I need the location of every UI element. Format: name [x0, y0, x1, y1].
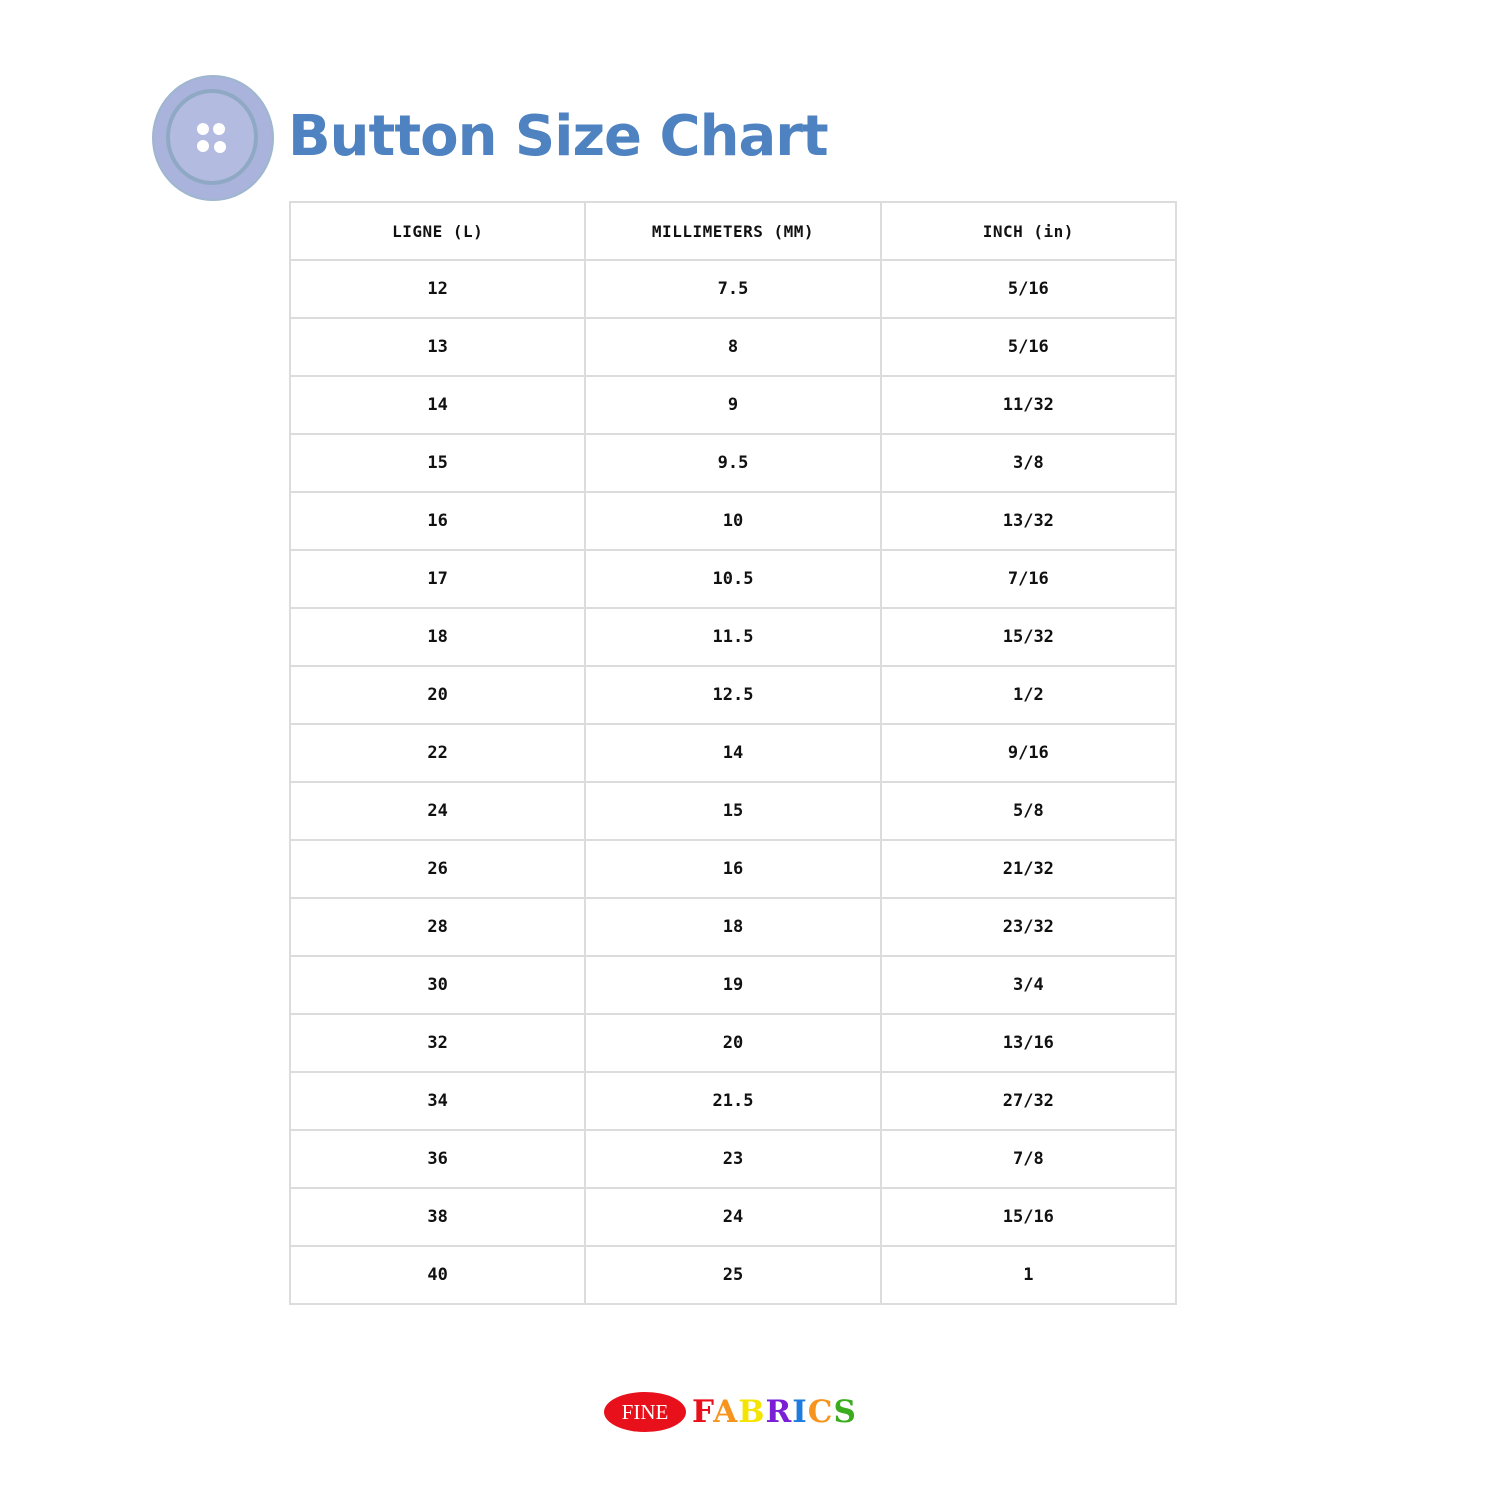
cell-millimeters: 14	[584, 723, 882, 783]
cell-ligne: 28	[288, 897, 587, 957]
table-row: 15 9.5 3/8	[288, 433, 1178, 493]
logo-letter: C	[807, 1394, 834, 1430]
cell-inch: 5/8	[879, 781, 1178, 841]
cell-inch: 9/16	[879, 723, 1178, 783]
cell-ligne: 24	[288, 781, 587, 841]
cell-millimeters: 18	[584, 897, 882, 957]
cell-inch: 21/32	[879, 839, 1178, 899]
cell-millimeters: 9.5	[584, 433, 882, 493]
table-row: 18 11.5 15/32	[288, 607, 1178, 667]
table-row: 30 19 3/4	[288, 955, 1178, 1015]
cell-ligne: 36	[288, 1129, 587, 1189]
table-row: 38 24 15/16	[288, 1187, 1178, 1247]
column-header-millimeters: MILLIMETERS (MM)	[584, 201, 882, 261]
logo-letter: F	[692, 1394, 714, 1430]
table-row: 26 16 21/32	[288, 839, 1178, 899]
cell-ligne: 32	[288, 1013, 587, 1073]
cell-inch: 13/32	[879, 491, 1178, 551]
page-title: Button Size Chart	[288, 104, 829, 169]
cell-millimeters: 24	[584, 1187, 882, 1247]
cell-ligne: 38	[288, 1187, 587, 1247]
table-row: 40 25 1	[288, 1245, 1178, 1305]
table-row: 24 15 5/8	[288, 781, 1178, 841]
cell-millimeters: 19	[584, 955, 882, 1015]
cell-inch: 15/16	[879, 1187, 1178, 1247]
column-header-ligne: LIGNE (L)	[288, 201, 587, 261]
table-row: 36 23 7/8	[288, 1129, 1178, 1189]
cell-millimeters: 20	[584, 1013, 882, 1073]
cell-millimeters: 9	[584, 375, 882, 435]
cell-inch: 1	[879, 1245, 1178, 1305]
table-row: 20 12.5 1/2	[288, 665, 1178, 725]
cell-millimeters: 25	[584, 1245, 882, 1305]
fine-fabrics-logo: FINE FABRICS	[604, 1392, 857, 1432]
table-row: 28 18 23/32	[288, 897, 1178, 957]
cell-inch: 3/8	[879, 433, 1178, 493]
cell-millimeters: 16	[584, 839, 882, 899]
cell-millimeters: 8	[584, 317, 882, 377]
logo-fabrics-text: FABRICS	[692, 1394, 857, 1430]
cell-inch: 11/32	[879, 375, 1178, 435]
cell-inch: 27/32	[879, 1071, 1178, 1131]
table-row: 13 8 5/16	[288, 317, 1178, 377]
cell-millimeters: 12.5	[584, 665, 882, 725]
cell-millimeters: 21.5	[584, 1071, 882, 1131]
table-row: 16 10 13/32	[288, 491, 1178, 551]
cell-millimeters: 23	[584, 1129, 882, 1189]
table-row: 17 10.5 7/16	[288, 549, 1178, 609]
cell-millimeters: 7.5	[584, 259, 882, 319]
cell-ligne: 40	[288, 1245, 587, 1305]
cell-ligne: 14	[288, 375, 587, 435]
cell-inch: 23/32	[879, 897, 1178, 957]
cell-ligne: 18	[288, 607, 587, 667]
button-icon	[152, 75, 274, 201]
cell-ligne: 26	[288, 839, 587, 899]
cell-millimeters: 15	[584, 781, 882, 841]
table-row: 14 9 11/32	[288, 375, 1178, 435]
cell-inch: 1/2	[879, 665, 1178, 725]
cell-ligne: 22	[288, 723, 587, 783]
cell-inch: 3/4	[879, 955, 1178, 1015]
logo-letter: A	[713, 1394, 739, 1430]
button-size-table: LIGNE (L) MILLIMETERS (MM) INCH (in) 12 7…	[288, 201, 1178, 1305]
logo-letter: B	[738, 1394, 766, 1430]
table-header-row: LIGNE (L) MILLIMETERS (MM) INCH (in)	[288, 201, 1178, 261]
cell-inch: 7/8	[879, 1129, 1178, 1189]
table-row: 12 7.5 5/16	[288, 259, 1178, 319]
logo-letter: R	[765, 1394, 793, 1430]
cell-inch: 7/16	[879, 549, 1178, 609]
cell-inch: 13/16	[879, 1013, 1178, 1073]
cell-ligne: 34	[288, 1071, 587, 1131]
cell-millimeters: 11.5	[584, 607, 882, 667]
cell-ligne: 13	[288, 317, 587, 377]
cell-millimeters: 10.5	[584, 549, 882, 609]
column-header-inch: INCH (in)	[879, 201, 1178, 261]
cell-inch: 5/16	[879, 317, 1178, 377]
logo-letter: S	[833, 1394, 857, 1430]
logo-letter: I	[792, 1394, 808, 1430]
cell-millimeters: 10	[584, 491, 882, 551]
table-row: 34 21.5 27/32	[288, 1071, 1178, 1131]
cell-ligne: 16	[288, 491, 587, 551]
cell-inch: 5/16	[879, 259, 1178, 319]
cell-ligne: 15	[288, 433, 587, 493]
cell-ligne: 20	[288, 665, 587, 725]
table-row: 22 14 9/16	[288, 723, 1178, 783]
cell-inch: 15/32	[879, 607, 1178, 667]
cell-ligne: 30	[288, 955, 587, 1015]
logo-fine-oval: FINE	[604, 1392, 686, 1432]
table-row: 32 20 13/16	[288, 1013, 1178, 1073]
cell-ligne: 12	[288, 259, 587, 319]
cell-ligne: 17	[288, 549, 587, 609]
